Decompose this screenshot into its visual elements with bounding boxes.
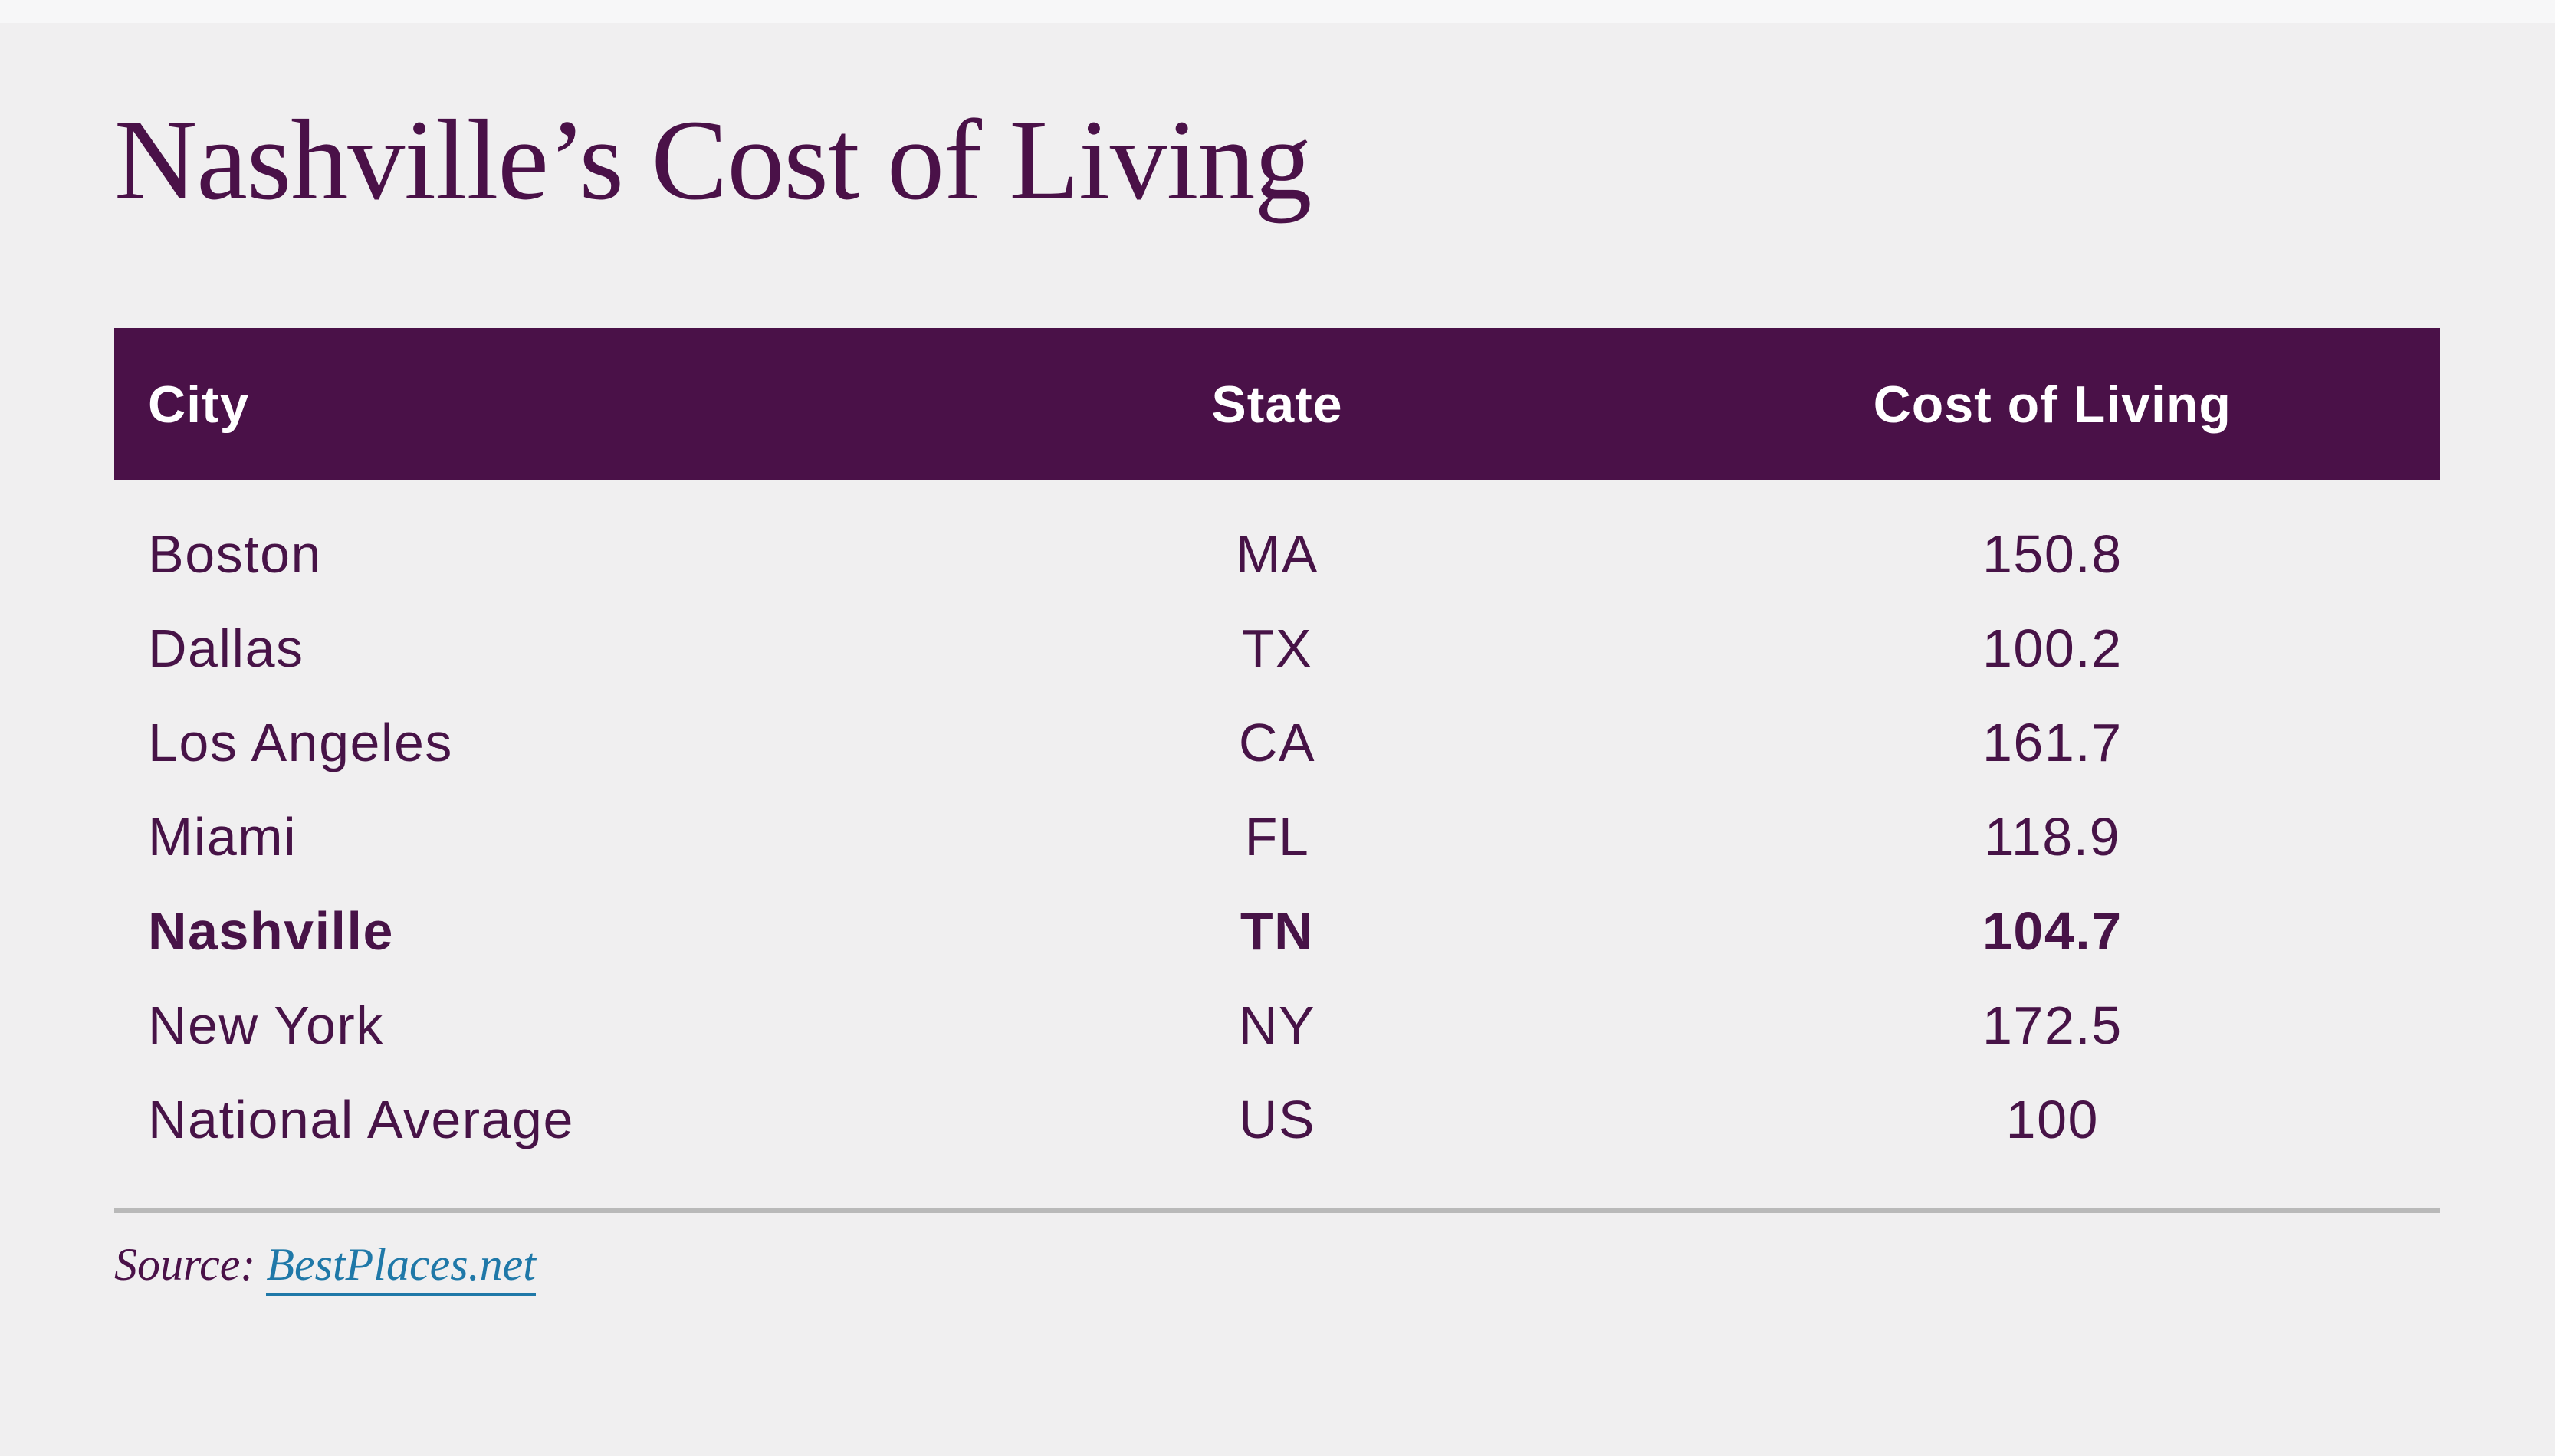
state-cell: US	[1238, 1089, 1316, 1149]
table-row: Boston MA 150.8	[114, 507, 2440, 601]
cost-of-living-table: City State Cost of Living Boston MA 150.…	[114, 328, 2440, 1166]
city-cell: Dallas	[148, 618, 304, 678]
column-header-city: City	[148, 375, 250, 434]
state-cell: TN	[1240, 900, 1315, 961]
city-cell: Los Angeles	[148, 712, 453, 772]
column-header-state: State	[1211, 375, 1343, 434]
state-cell: FL	[1244, 806, 1310, 867]
cost-cell: 161.7	[1982, 712, 2123, 772]
cost-cell: 100	[2005, 1089, 2099, 1149]
city-cell: Miami	[148, 806, 297, 867]
table-row-nashville: Nashville TN 104.7	[114, 884, 2440, 978]
table-row: National Average US 100	[114, 1072, 2440, 1166]
table-row: Miami FL 118.9	[114, 789, 2440, 884]
table-row: New York NY 172.5	[114, 978, 2440, 1072]
table-row: Los Angeles CA 161.7	[114, 695, 2440, 789]
cost-cell: 150.8	[1982, 523, 2123, 584]
state-cell: CA	[1238, 712, 1316, 772]
cost-cell: 104.7	[1982, 900, 2123, 961]
city-cell: New York	[148, 995, 384, 1055]
page-title: Nashville’s Cost of Living	[114, 97, 1312, 224]
city-cell: National Average	[148, 1089, 574, 1149]
cost-cell: 118.9	[1984, 806, 2121, 867]
source-link[interactable]: BestPlaces.net	[266, 1239, 536, 1296]
city-cell: Nashville	[148, 900, 394, 961]
column-header-cost: Cost of Living	[1873, 375, 2232, 434]
table-row: Dallas TX 100.2	[114, 601, 2440, 695]
city-cell: Boston	[148, 523, 322, 584]
source-label: Source:	[114, 1239, 256, 1290]
cost-cell: 172.5	[1982, 995, 2123, 1055]
table-header-row: City State Cost of Living	[114, 328, 2440, 480]
top-strip	[0, 0, 2555, 23]
source-line: Source: BestPlaces.net	[114, 1238, 536, 1296]
state-cell: NY	[1238, 995, 1316, 1055]
cost-cell: 100.2	[1982, 618, 2123, 678]
table-body: Boston MA 150.8 Dallas TX 100.2 Los Ange…	[114, 507, 2440, 1166]
state-cell: MA	[1235, 523, 1319, 584]
divider-line	[114, 1208, 2440, 1213]
state-cell: TX	[1241, 618, 1313, 678]
